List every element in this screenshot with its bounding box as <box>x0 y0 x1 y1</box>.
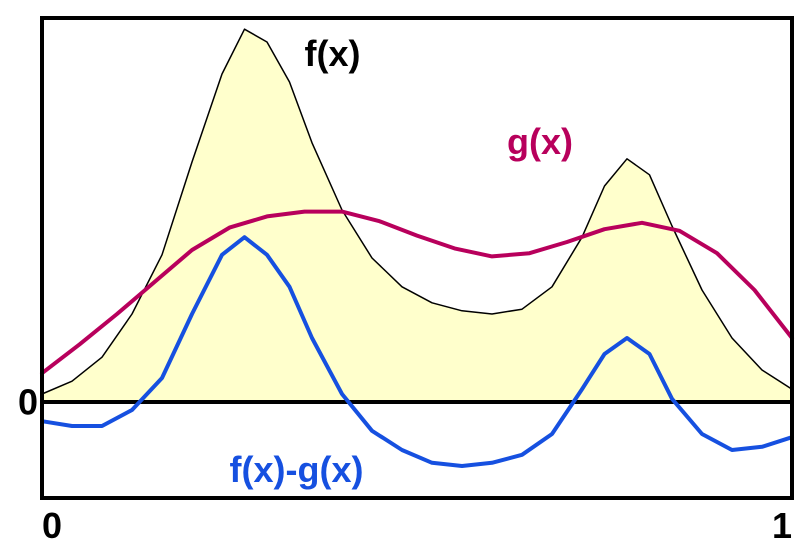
y-axis-zero-label: 0 <box>18 382 38 423</box>
label-diff: f(x)-g(x) <box>230 449 364 490</box>
label-g: g(x) <box>507 121 573 162</box>
x-tick-label-0: 0 <box>42 505 62 546</box>
chart-container: f(x) g(x) f(x)-g(x) 0 0 1 <box>0 0 804 553</box>
label-f: f(x) <box>305 33 361 74</box>
chart-svg: f(x) g(x) f(x)-g(x) 0 0 1 <box>0 0 804 553</box>
x-tick-label-1: 1 <box>772 505 792 546</box>
